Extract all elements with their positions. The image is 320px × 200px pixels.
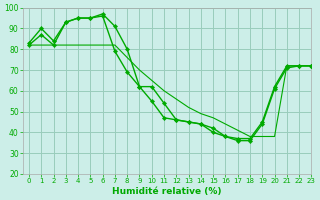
- X-axis label: Humidité relative (%): Humidité relative (%): [112, 187, 222, 196]
